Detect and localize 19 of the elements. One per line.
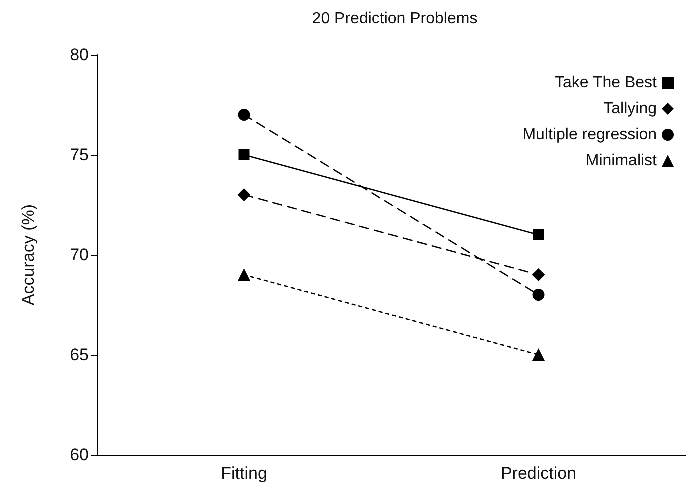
point (238, 188, 251, 202)
y-tick-label: 80 (70, 46, 89, 64)
point (238, 150, 250, 160)
legend-label: Minimalist (586, 152, 658, 170)
y-tick-label: 60 (70, 446, 89, 464)
legend-label: Take The Best (555, 74, 658, 92)
y-tick-label: 75 (70, 146, 89, 164)
point (238, 109, 250, 121)
x-tick-label: Prediction (500, 464, 577, 483)
y-axis-title: Accuracy (%) (19, 204, 38, 306)
legend-label: Tallying (604, 100, 657, 118)
y-tick-label: 65 (70, 346, 89, 364)
y-tick-label: 70 (70, 246, 89, 264)
x-tick-label: Fitting (221, 464, 268, 483)
point (532, 289, 545, 301)
chart-title: 20 Prediction Problems (312, 10, 478, 28)
point (532, 268, 546, 282)
point (533, 230, 544, 240)
legend-label: Multiple regression (522, 126, 657, 144)
